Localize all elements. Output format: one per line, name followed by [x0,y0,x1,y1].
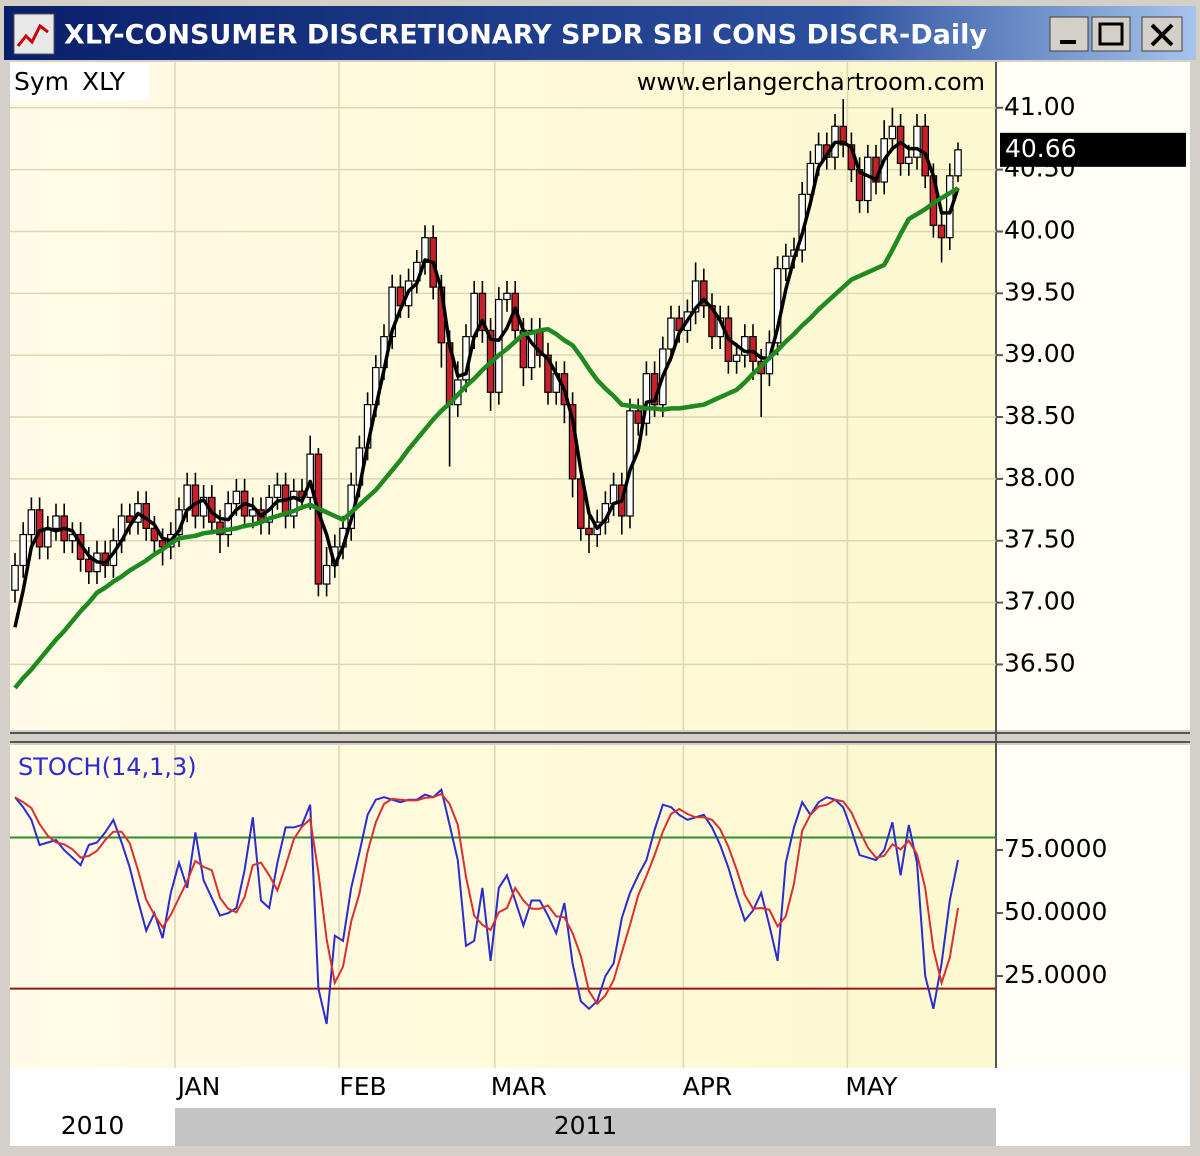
app-icon [13,13,55,55]
candle-body [503,292,511,301]
candle-body [740,336,749,356]
candle-body [913,125,921,158]
candle-body [478,292,487,332]
candle-body [888,125,897,140]
candle-body [814,144,823,165]
title-bar [4,6,1196,60]
candle-body [904,156,913,165]
symbol-box [10,64,150,100]
candle-body [232,490,241,505]
candle-body [749,336,757,362]
candle-body [937,224,946,239]
minimize-button[interactable] [1049,16,1089,52]
candle-body [732,354,741,362]
y-tick-label: 50.0000 [1004,897,1107,926]
last-value-box [1000,132,1186,167]
candle-body [273,484,282,499]
y-tick-label: 36.50 [1004,648,1076,677]
stoch-line [14,792,959,1006]
candle-body [43,527,52,548]
y-tick-label: 38.00 [1004,463,1076,492]
stoch-title: STOCH(14,1,3) [18,753,197,781]
candle-body [634,410,643,424]
year-band-segment [175,1108,996,1146]
candle-body [27,509,36,536]
candle-body [781,255,790,270]
y-tick-label: 40.00 [1004,215,1076,244]
candle-body [191,484,200,517]
candle-body [699,280,708,307]
y-tick-label: 39.00 [1004,339,1076,368]
candle-body [19,533,28,567]
candle-body [495,298,503,393]
y-tick-label: 39.50 [1004,277,1076,306]
candle-body [322,564,331,585]
candle-body [249,509,257,517]
y-tick-label: 41.00 [1004,92,1076,121]
candle-body [52,515,60,529]
y-tick-label: 25.0000 [1004,960,1107,989]
plot-layer: JAN FEB MAR APR MAY 36.50 37.00 37.50 38.00 38.50… [10,62,1186,1146]
close-button[interactable] [1141,16,1183,52]
window-title: XLY-CONSUMER DISCRETIONARY SPDR SBI CONS… [64,20,987,51]
year-label: 2010 [61,1111,125,1140]
y-tick-label: 37.50 [1004,525,1076,554]
x-axis-band [10,1068,1190,1108]
stoch-line [14,787,959,1025]
moving-average [13,140,960,628]
candle-body [839,125,848,146]
watermark: www.erlangerchartroom.com [637,68,985,96]
x-tick-label: APR [683,1072,733,1101]
candle-body [11,564,19,591]
x-tick-label: MAR [491,1072,547,1101]
candle-body [527,329,536,369]
candle-body [306,453,315,499]
candle-body [667,317,675,350]
x-tick-label: MAY [845,1072,898,1101]
year-label: 2011 [554,1111,618,1140]
symbol: XLY [82,67,126,96]
y-tick-label: 37.00 [1004,587,1076,616]
candle-body [290,490,298,517]
candle-body [84,558,93,573]
candle-body [585,527,593,536]
moving-average [13,186,960,690]
candle-body [954,149,962,177]
candle-body [863,156,872,202]
maximize-button[interactable] [1091,16,1131,52]
x-tick-label: JAN [176,1072,221,1101]
candle-body [609,484,618,505]
candle-body [544,354,552,393]
y-tick-label: 75.0000 [1004,834,1107,863]
candle-body [642,373,651,424]
candle-body [691,280,700,313]
x-tick-label: FEB [339,1072,386,1101]
candle-body [150,527,159,542]
symbol-label: Sym [14,67,69,96]
price-axis-area [996,62,1190,730]
stoch-axis-area [996,745,1190,1068]
last-value-label: 40.66 [1005,134,1077,163]
y-tick-label: 38.50 [1004,401,1076,430]
candle-body [806,162,815,195]
